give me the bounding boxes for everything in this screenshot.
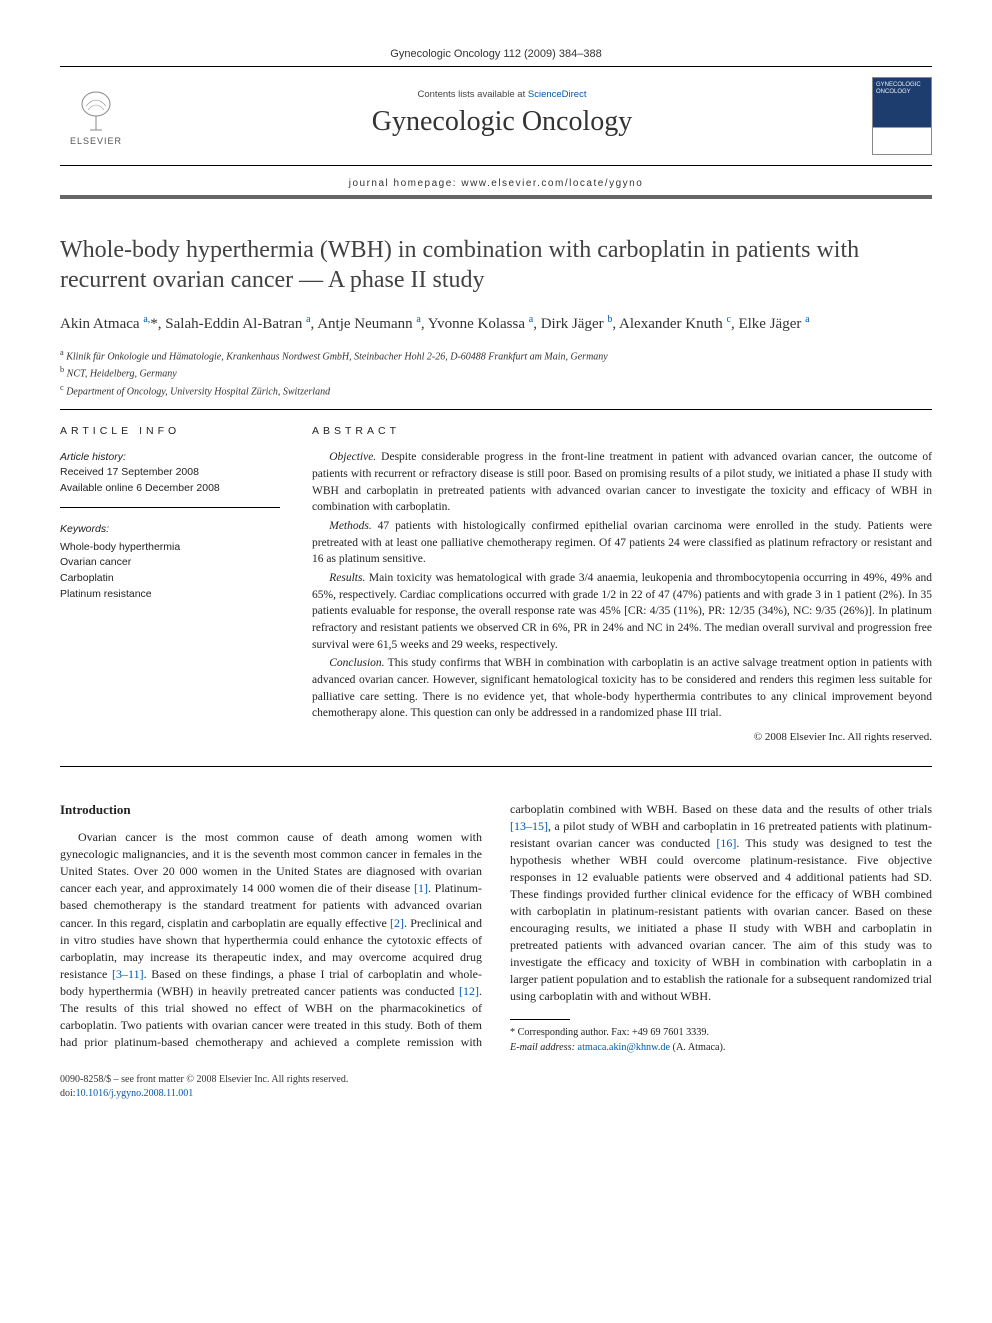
- front-matter-line: 0090-8258/$ – see front matter © 2008 El…: [60, 1073, 932, 1087]
- contents-prefix: Contents lists available at: [418, 89, 528, 100]
- body-paragraph: Ovarian cancer is the most common cause …: [60, 801, 932, 1055]
- citation-link[interactable]: [16]: [716, 836, 736, 850]
- masthead-inner: ELSEVIER Contents lists available at Sci…: [60, 77, 932, 155]
- keyword-item: Platinum resistance: [60, 587, 280, 603]
- email-line: E-mail address: atmaca.akin@khnw.de (A. …: [510, 1041, 932, 1055]
- footnote-separator: [510, 1019, 570, 1020]
- citation-link[interactable]: [13–15]: [510, 819, 548, 833]
- publisher-logo: ELSEVIER: [60, 77, 132, 155]
- corresponding-author-note: * Corresponding author. Fax: +49 69 7601…: [510, 1026, 932, 1040]
- homepage-url: www.elsevier.com/locate/ygyno: [461, 178, 643, 189]
- footnotes-block: * Corresponding author. Fax: +49 69 7601…: [510, 1026, 932, 1055]
- sciencedirect-link[interactable]: ScienceDirect: [528, 89, 587, 100]
- article-info-sidebar: ARTICLE INFO Article history: Received 1…: [60, 410, 280, 766]
- conclusion-text: This study confirms that WBH in combinat…: [312, 657, 932, 719]
- keywords-block: Keywords: Whole-body hyperthermia Ovaria…: [60, 522, 280, 603]
- doi-link[interactable]: 10.1016/j.ygyno.2008.11.001: [76, 1088, 194, 1099]
- history-online: Available online 6 December 2008: [60, 481, 280, 497]
- abstract-results: Results. Main toxicity was hematological…: [312, 570, 932, 653]
- info-abstract-row: ARTICLE INFO Article history: Received 1…: [60, 409, 932, 767]
- authors-line: Akin Atmaca a,*, Salah-Eddin Al-Batran a…: [60, 313, 932, 335]
- abstract-conclusion: Conclusion. This study confirms that WBH…: [312, 655, 932, 722]
- journal-citation: Gynecologic Oncology 112 (2009) 384–388: [60, 48, 932, 60]
- citation-link[interactable]: [2]: [390, 916, 404, 930]
- page-root: Gynecologic Oncology 112 (2009) 384–388 …: [0, 0, 992, 1141]
- affiliations-block: a Klinik für Onkologie und Hämatologie, …: [60, 347, 932, 399]
- abstract-heading: ABSTRACT: [312, 424, 932, 439]
- contents-list-line: Contents lists available at ScienceDirec…: [132, 89, 872, 100]
- doi-label: doi:: [60, 1088, 76, 1099]
- journal-cover-thumb: GYNECOLOGIC ONCOLOGY: [872, 77, 932, 155]
- affiliation-line: a Klinik für Onkologie und Hämatologie, …: [60, 347, 932, 364]
- history-label: Article history:: [60, 450, 280, 466]
- body-two-column: Introduction Ovarian cancer is the most …: [60, 801, 932, 1055]
- keywords-label: Keywords:: [60, 522, 280, 538]
- masthead-center: Contents lists available at ScienceDirec…: [132, 89, 872, 144]
- keyword-item: Carboplatin: [60, 571, 280, 587]
- journal-title: Gynecologic Oncology: [132, 106, 872, 138]
- objective-text: Despite considerable progress in the fro…: [312, 451, 932, 513]
- results-text: Main toxicity was hematological with gra…: [312, 572, 932, 651]
- objective-label: Objective.: [329, 451, 376, 463]
- keyword-item: Whole-body hyperthermia: [60, 540, 280, 556]
- abstract-section: ABSTRACT Objective. Despite considerable…: [312, 410, 932, 766]
- body-text-run: . This study was designed to test the hy…: [510, 836, 932, 1003]
- email-suffix: (A. Atmaca).: [670, 1042, 725, 1053]
- affiliation-line: b NCT, Heidelberg, Germany: [60, 364, 932, 381]
- results-label: Results.: [329, 572, 365, 584]
- affiliation-line: c Department of Oncology, University Hos…: [60, 382, 932, 399]
- elsevier-tree-icon: [72, 86, 120, 134]
- citation-link[interactable]: [12]: [459, 984, 479, 998]
- abstract-objective: Objective. Despite considerable progress…: [312, 449, 932, 516]
- author-email-link[interactable]: atmaca.akin@khnw.de: [578, 1042, 670, 1053]
- citation-link[interactable]: [3–11]: [112, 967, 144, 981]
- introduction-heading: Introduction: [60, 801, 482, 819]
- keyword-item: Ovarian cancer: [60, 555, 280, 571]
- email-label: E-mail address:: [510, 1042, 578, 1053]
- homepage-label: journal homepage:: [349, 178, 462, 189]
- methods-text: 47 patients with histologically confirme…: [312, 520, 932, 565]
- history-block: Article history: Received 17 September 2…: [60, 450, 280, 508]
- journal-homepage-bar: journal homepage: www.elsevier.com/locat…: [60, 172, 932, 199]
- page-footer: 0090-8258/$ – see front matter © 2008 El…: [60, 1073, 932, 1101]
- doi-line: doi:10.1016/j.ygyno.2008.11.001: [60, 1087, 932, 1101]
- article-info-heading: ARTICLE INFO: [60, 424, 280, 440]
- publisher-brand-text: ELSEVIER: [70, 136, 122, 146]
- cover-title-text: GYNECOLOGIC ONCOLOGY: [873, 78, 931, 99]
- abstract-methods: Methods. 47 patients with histologically…: [312, 518, 932, 568]
- methods-label: Methods.: [329, 520, 371, 532]
- abstract-copyright: © 2008 Elsevier Inc. All rights reserved…: [312, 730, 932, 746]
- article-title: Whole-body hyperthermia (WBH) in combina…: [60, 235, 932, 295]
- conclusion-label: Conclusion.: [329, 657, 384, 669]
- citation-link[interactable]: [1]: [414, 881, 428, 895]
- masthead: ELSEVIER Contents lists available at Sci…: [60, 66, 932, 166]
- history-received: Received 17 September 2008: [60, 465, 280, 481]
